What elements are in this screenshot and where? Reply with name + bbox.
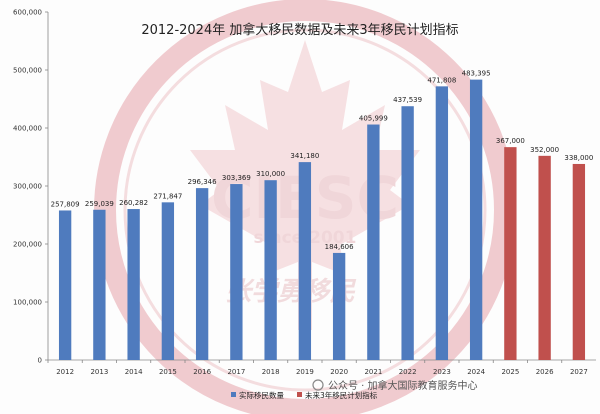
x-tick-label-2013: 2013 xyxy=(90,368,108,376)
y-tick-label: 200,000 xyxy=(13,241,42,249)
account-credit: 公众号 · 加拿大国际教育服务中心 xyxy=(312,379,478,392)
data-label-2025: 367,000 xyxy=(496,137,525,145)
bar-2016 xyxy=(195,188,209,360)
bar-2017 xyxy=(230,184,243,360)
data-label-2018: 310,000 xyxy=(256,170,285,178)
legend-label-actual: 实际移民数量 xyxy=(239,390,284,400)
legend-swatch-plan xyxy=(297,392,302,397)
x-tick-label-2024: 2024 xyxy=(467,368,485,376)
y-tick-label: 300,000 xyxy=(13,183,42,191)
y-tick-label: 0 xyxy=(38,357,42,365)
y-tick-label: 600,000 xyxy=(13,9,42,17)
bar-2021 xyxy=(367,124,380,361)
x-tick-label-2021: 2021 xyxy=(364,368,382,376)
bar-2013 xyxy=(93,209,106,360)
data-label-2022: 437,539 xyxy=(393,96,422,104)
legend-swatch-actual xyxy=(231,392,236,397)
y-tick-label: 400,000 xyxy=(13,125,42,133)
x-tick-label-2027: 2027 xyxy=(570,368,588,376)
x-tick-label-2022: 2022 xyxy=(399,368,417,376)
x-tick-label-2018: 2018 xyxy=(262,368,280,376)
legend-label-plan: 未来3年移民计划指标 xyxy=(305,390,378,400)
chart-title: 2012-2024年 加拿大移民数据及未来3年移民计划指标 xyxy=(141,22,458,38)
bar-2012 xyxy=(58,210,72,360)
bar-2025 xyxy=(504,147,517,360)
x-tick-label-2015: 2015 xyxy=(159,368,177,376)
data-label-2017: 303,369 xyxy=(222,174,251,182)
x-tick-label-2019: 2019 xyxy=(296,368,314,376)
data-label-2020: 184,606 xyxy=(325,243,354,251)
bar-series xyxy=(58,79,586,361)
x-axis-ticks: 2012 2013 2014 2015 2016 2017 2018 2019 2020 2021… xyxy=(47,360,588,376)
y-tick-label: 100,000 xyxy=(13,299,42,307)
data-label-2013: 259,039 xyxy=(85,200,114,208)
data-label-2019: 341,180 xyxy=(290,152,319,160)
bar-2018 xyxy=(264,180,277,360)
bar-2019 xyxy=(298,162,312,360)
data-label-2012: 257,809 xyxy=(51,200,80,208)
bar-2024 xyxy=(469,79,483,361)
x-tick-label-2012: 2012 xyxy=(56,368,74,376)
data-label-2015: 271,847 xyxy=(153,192,182,200)
x-tick-label-2023: 2023 xyxy=(433,368,451,376)
legend: 实际移民数量 未来3年移民计划指标 xyxy=(231,390,378,400)
bar-2015 xyxy=(161,202,175,360)
data-label-2016: 296,346 xyxy=(188,178,217,186)
x-tick-label-2025: 2025 xyxy=(501,368,519,376)
data-label-2014: 260,282 xyxy=(119,199,148,207)
data-labels: 257,809 259,039 260,282 271,847 296,346 303,3… xyxy=(51,70,594,251)
data-label-2024: 483,395 xyxy=(462,70,491,78)
data-label-2023: 471,808 xyxy=(427,76,456,84)
bar-2014 xyxy=(127,209,140,360)
bar-2026 xyxy=(538,155,551,360)
x-tick-label-2026: 2026 xyxy=(536,368,554,376)
wechat-icon xyxy=(312,379,324,391)
watermark-inner-ring xyxy=(123,28,487,392)
x-tick-label-2017: 2017 xyxy=(227,368,245,376)
bar-2027 xyxy=(572,163,586,360)
x-tick-label-2014: 2014 xyxy=(125,368,143,376)
x-tick-label-2016: 2016 xyxy=(193,368,211,376)
y-tick-label: 500,000 xyxy=(13,67,42,75)
bar-2022 xyxy=(401,106,414,360)
credit-text: 公众号 · 加拿大国际教育服务中心 xyxy=(328,379,478,392)
x-tick-label-2020: 2020 xyxy=(330,368,348,376)
data-label-2026: 352,000 xyxy=(530,146,559,154)
data-label-2021: 405,999 xyxy=(359,115,388,123)
data-label-2027: 338,000 xyxy=(564,154,593,162)
y-axis-ticks: 0 100,000 200,000 300,000 400,000 500,000 600,… xyxy=(13,9,48,365)
bar-2020 xyxy=(332,252,346,360)
bar-2023 xyxy=(435,86,449,361)
